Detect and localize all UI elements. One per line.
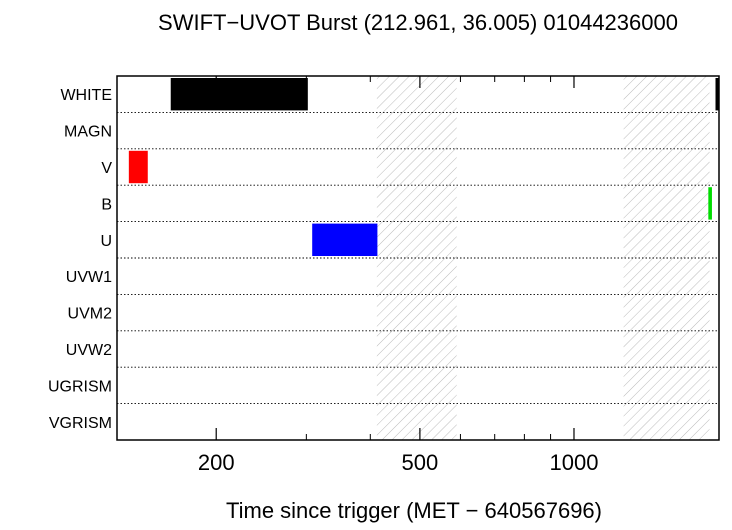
chart-title: SWIFT−UVOT Burst (212.961, 36.005) 01044… (158, 10, 678, 35)
plot-frame (116, 75, 720, 441)
x-tick-label-500: 500 (402, 450, 439, 475)
plot-area: WHITE MAGN V B U UVW1 UVM2 UVW2 UGRISM VGRISM 200 5… (48, 75, 720, 475)
filter-label-uvw2: UVW2 (66, 342, 112, 359)
exposure-bar-v-1 (128, 150, 148, 184)
filter-label-white: WHITE (60, 87, 112, 104)
x-tick-label-200: 200 (198, 450, 235, 475)
exposure-bar-b-3 (708, 187, 712, 220)
filter-label-uvw1: UVW1 (66, 269, 112, 286)
filter-label-uvm2: UVM2 (68, 306, 113, 323)
exposure-bar-u-2 (312, 223, 378, 256)
filter-label-ugrism: UGRISM (48, 378, 112, 395)
hatched-interval-0 (376, 76, 457, 440)
filter-label-u: U (100, 233, 112, 250)
filter-label-b: B (101, 196, 112, 213)
x-axis-label: Time since trigger (MET − 640567696) (226, 498, 602, 523)
filter-label-vgrism: VGRISM (49, 415, 112, 432)
filter-label-magn: MAGN (64, 124, 112, 141)
exposure-bar-white-0 (170, 78, 308, 111)
filter-label-v: V (101, 160, 112, 177)
exposure-bar-white-4 (715, 78, 719, 111)
x-tick-label-1000: 1000 (550, 450, 599, 475)
